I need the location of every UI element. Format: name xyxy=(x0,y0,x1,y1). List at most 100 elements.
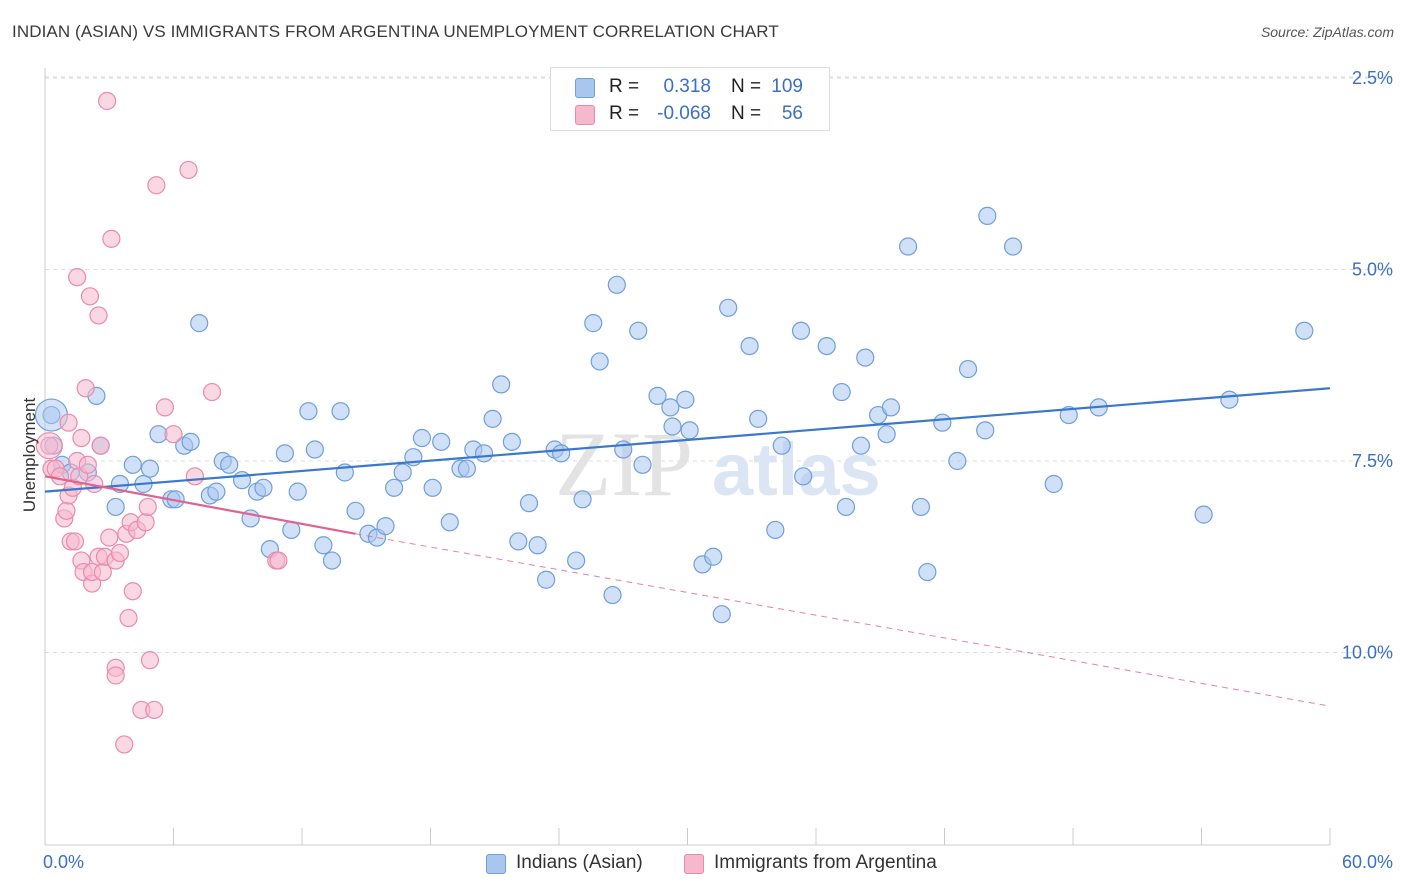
x-tick-min: 0.0% xyxy=(43,852,85,872)
argentina-point xyxy=(136,513,155,532)
legend-r-label: R = xyxy=(609,76,640,97)
indians-point xyxy=(254,478,273,497)
indians-point xyxy=(483,409,502,428)
indians-point xyxy=(719,298,738,317)
indians-point xyxy=(314,536,333,555)
y-tick-label: 2.5% xyxy=(1352,68,1393,88)
indians-point xyxy=(918,562,937,582)
indians-point xyxy=(384,478,404,497)
argentina-point xyxy=(145,700,164,720)
argentina-point xyxy=(40,436,59,455)
indians-point xyxy=(948,451,967,471)
indians-point xyxy=(603,585,622,605)
y-tick-label: 7.5% xyxy=(1352,451,1393,471)
legend-r-value: -0.068 xyxy=(657,103,711,124)
argentina-point-large xyxy=(35,432,63,460)
argentina-trend-line xyxy=(44,475,356,535)
watermark-atlas: atlas xyxy=(712,428,881,511)
series-legend-label: Indians (Asian) xyxy=(516,852,643,873)
indians-point xyxy=(898,237,918,256)
indians-point xyxy=(1044,474,1063,494)
legend-row-argentina: R = -0.068 N = 56 xyxy=(551,100,829,128)
indians-point xyxy=(712,605,731,624)
series-indians-points xyxy=(34,206,1314,624)
argentina-point xyxy=(119,608,138,628)
indians-point xyxy=(140,459,160,478)
indians-point xyxy=(1220,390,1239,409)
indians-point xyxy=(836,497,856,517)
indians-point xyxy=(794,467,813,486)
indians-point xyxy=(629,321,648,340)
argentina-point xyxy=(106,666,125,685)
indians-point xyxy=(1194,505,1213,524)
indians-point xyxy=(772,436,791,455)
argentina-point xyxy=(155,398,175,417)
y-tick-label: 10.0% xyxy=(1342,643,1393,663)
series-legend: Indians (Asian) Immigrants from Argentin… xyxy=(0,852,1406,878)
indians-point xyxy=(978,206,997,225)
indians-point xyxy=(1295,321,1314,340)
indians-point xyxy=(976,421,995,440)
argentina-point xyxy=(102,229,121,248)
indians-point xyxy=(528,536,547,555)
argentina-point xyxy=(72,428,91,448)
argentina-point xyxy=(80,287,100,306)
indians-point xyxy=(958,359,978,379)
source-credit: Source: ZipAtlas.com xyxy=(1260,24,1394,40)
indians-point xyxy=(1059,405,1078,425)
argentina-point xyxy=(147,176,166,195)
legend-swatch-pink xyxy=(575,105,595,125)
indians-point xyxy=(474,444,494,463)
argentina-point xyxy=(91,436,110,455)
argentina-point xyxy=(202,382,222,402)
indians-point xyxy=(704,547,723,566)
indians-point xyxy=(220,455,239,474)
indians-point xyxy=(933,413,952,432)
indians-point xyxy=(607,275,626,294)
indians-point xyxy=(851,436,871,455)
chart-title: INDIAN (ASIAN) VS IMMIGRANTS FROM ARGENT… xyxy=(12,22,779,41)
series-swatch-blue xyxy=(486,854,506,874)
legend-n-label: N = xyxy=(731,76,762,97)
indians-point xyxy=(288,482,307,501)
indians-point xyxy=(911,497,931,517)
legend-n-label: N = xyxy=(731,103,762,124)
indians-point xyxy=(299,402,318,421)
indians-point xyxy=(376,517,395,536)
legend-n-value: 109 xyxy=(771,76,803,97)
indians-point xyxy=(573,490,592,509)
indians-point xyxy=(123,455,142,474)
indians-point xyxy=(584,314,603,333)
indians-trend-line xyxy=(44,387,1331,493)
indians-point xyxy=(519,494,539,513)
series-swatch-pink xyxy=(684,854,704,874)
y-tick-label: 5.0% xyxy=(1352,260,1393,280)
indians-point xyxy=(817,337,836,356)
indians-point xyxy=(567,551,586,570)
gridlines xyxy=(45,76,1392,653)
argentina-point xyxy=(89,306,108,325)
legend-n-value: 56 xyxy=(781,103,803,124)
legend-row-indians: R = 0.318 N = 109 xyxy=(551,73,829,101)
argentina-point xyxy=(115,735,134,754)
argentina-point xyxy=(68,268,87,287)
indians-point xyxy=(232,471,252,490)
argentina-point xyxy=(179,160,198,180)
indians-point xyxy=(749,409,768,428)
argentina-point xyxy=(98,91,117,111)
indians-point xyxy=(663,417,682,436)
indians-point xyxy=(492,375,511,394)
argentina-point xyxy=(65,532,85,551)
argentina-point xyxy=(185,467,205,486)
legend-r-value: 0.318 xyxy=(663,76,711,97)
indians-point xyxy=(432,432,451,451)
argentina-point xyxy=(269,551,288,570)
indians-point xyxy=(680,421,699,440)
argentina-point xyxy=(100,528,119,547)
indians-point xyxy=(676,390,695,409)
indians-point xyxy=(305,440,324,459)
indians-point xyxy=(393,463,412,482)
argentina-point xyxy=(78,455,97,474)
series-argentina-points xyxy=(35,91,288,754)
